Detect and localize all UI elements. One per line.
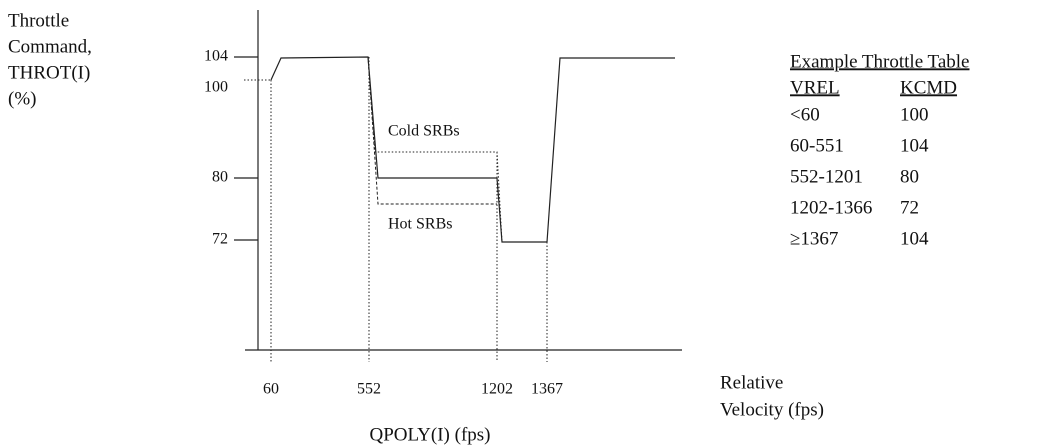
table-cell: 72 [900,197,919,218]
x-tick-label: 552 [357,381,381,398]
hot-curve [367,56,497,205]
table-cell: 1202-1366 [790,197,872,218]
table-cell: 80 [900,166,919,187]
y-tick-label: 100 [204,79,228,96]
x-tick-label: 1202 [481,381,513,398]
table-cell: 104 [900,135,929,156]
x-tick-label: 1367 [531,381,563,398]
table-cell: ≥1367 [790,228,838,249]
table-header: VREL [790,77,840,98]
table-cell: 104 [900,228,929,249]
y-tick-label: 80 [212,169,228,186]
annotation: Hot SRBs [388,216,452,233]
annotation: Cold SRBs [388,123,460,140]
table-header: KCMD [900,77,957,98]
x-side-title: Relative [720,372,783,393]
table-cell: 552-1201 [790,166,863,187]
x-side-title: Velocity (fps) [720,399,824,420]
cold-curve [367,56,503,243]
y-title-line: (%) [8,88,36,109]
table-cell: 100 [900,104,929,125]
throttle-curve [270,56,675,243]
table-rows: <60 100 60-551 104 552-1201 80 1202-1366 72 ≥136… [790,104,929,249]
y-tick-label: 72 [212,231,228,248]
x-title: QPOLY(I) (fps) [369,424,490,445]
y-title-line: Throttle [8,10,69,31]
y-title-line: THROT(I) [8,62,90,83]
table-cell: <60 [790,104,820,125]
y-tick-label: 104 [204,48,228,65]
y-title-line: Command, [8,36,92,57]
table-title: Example Throttle Table [790,51,969,72]
x-tick-label: 60 [263,381,279,398]
table-cell: 60-551 [790,135,844,156]
